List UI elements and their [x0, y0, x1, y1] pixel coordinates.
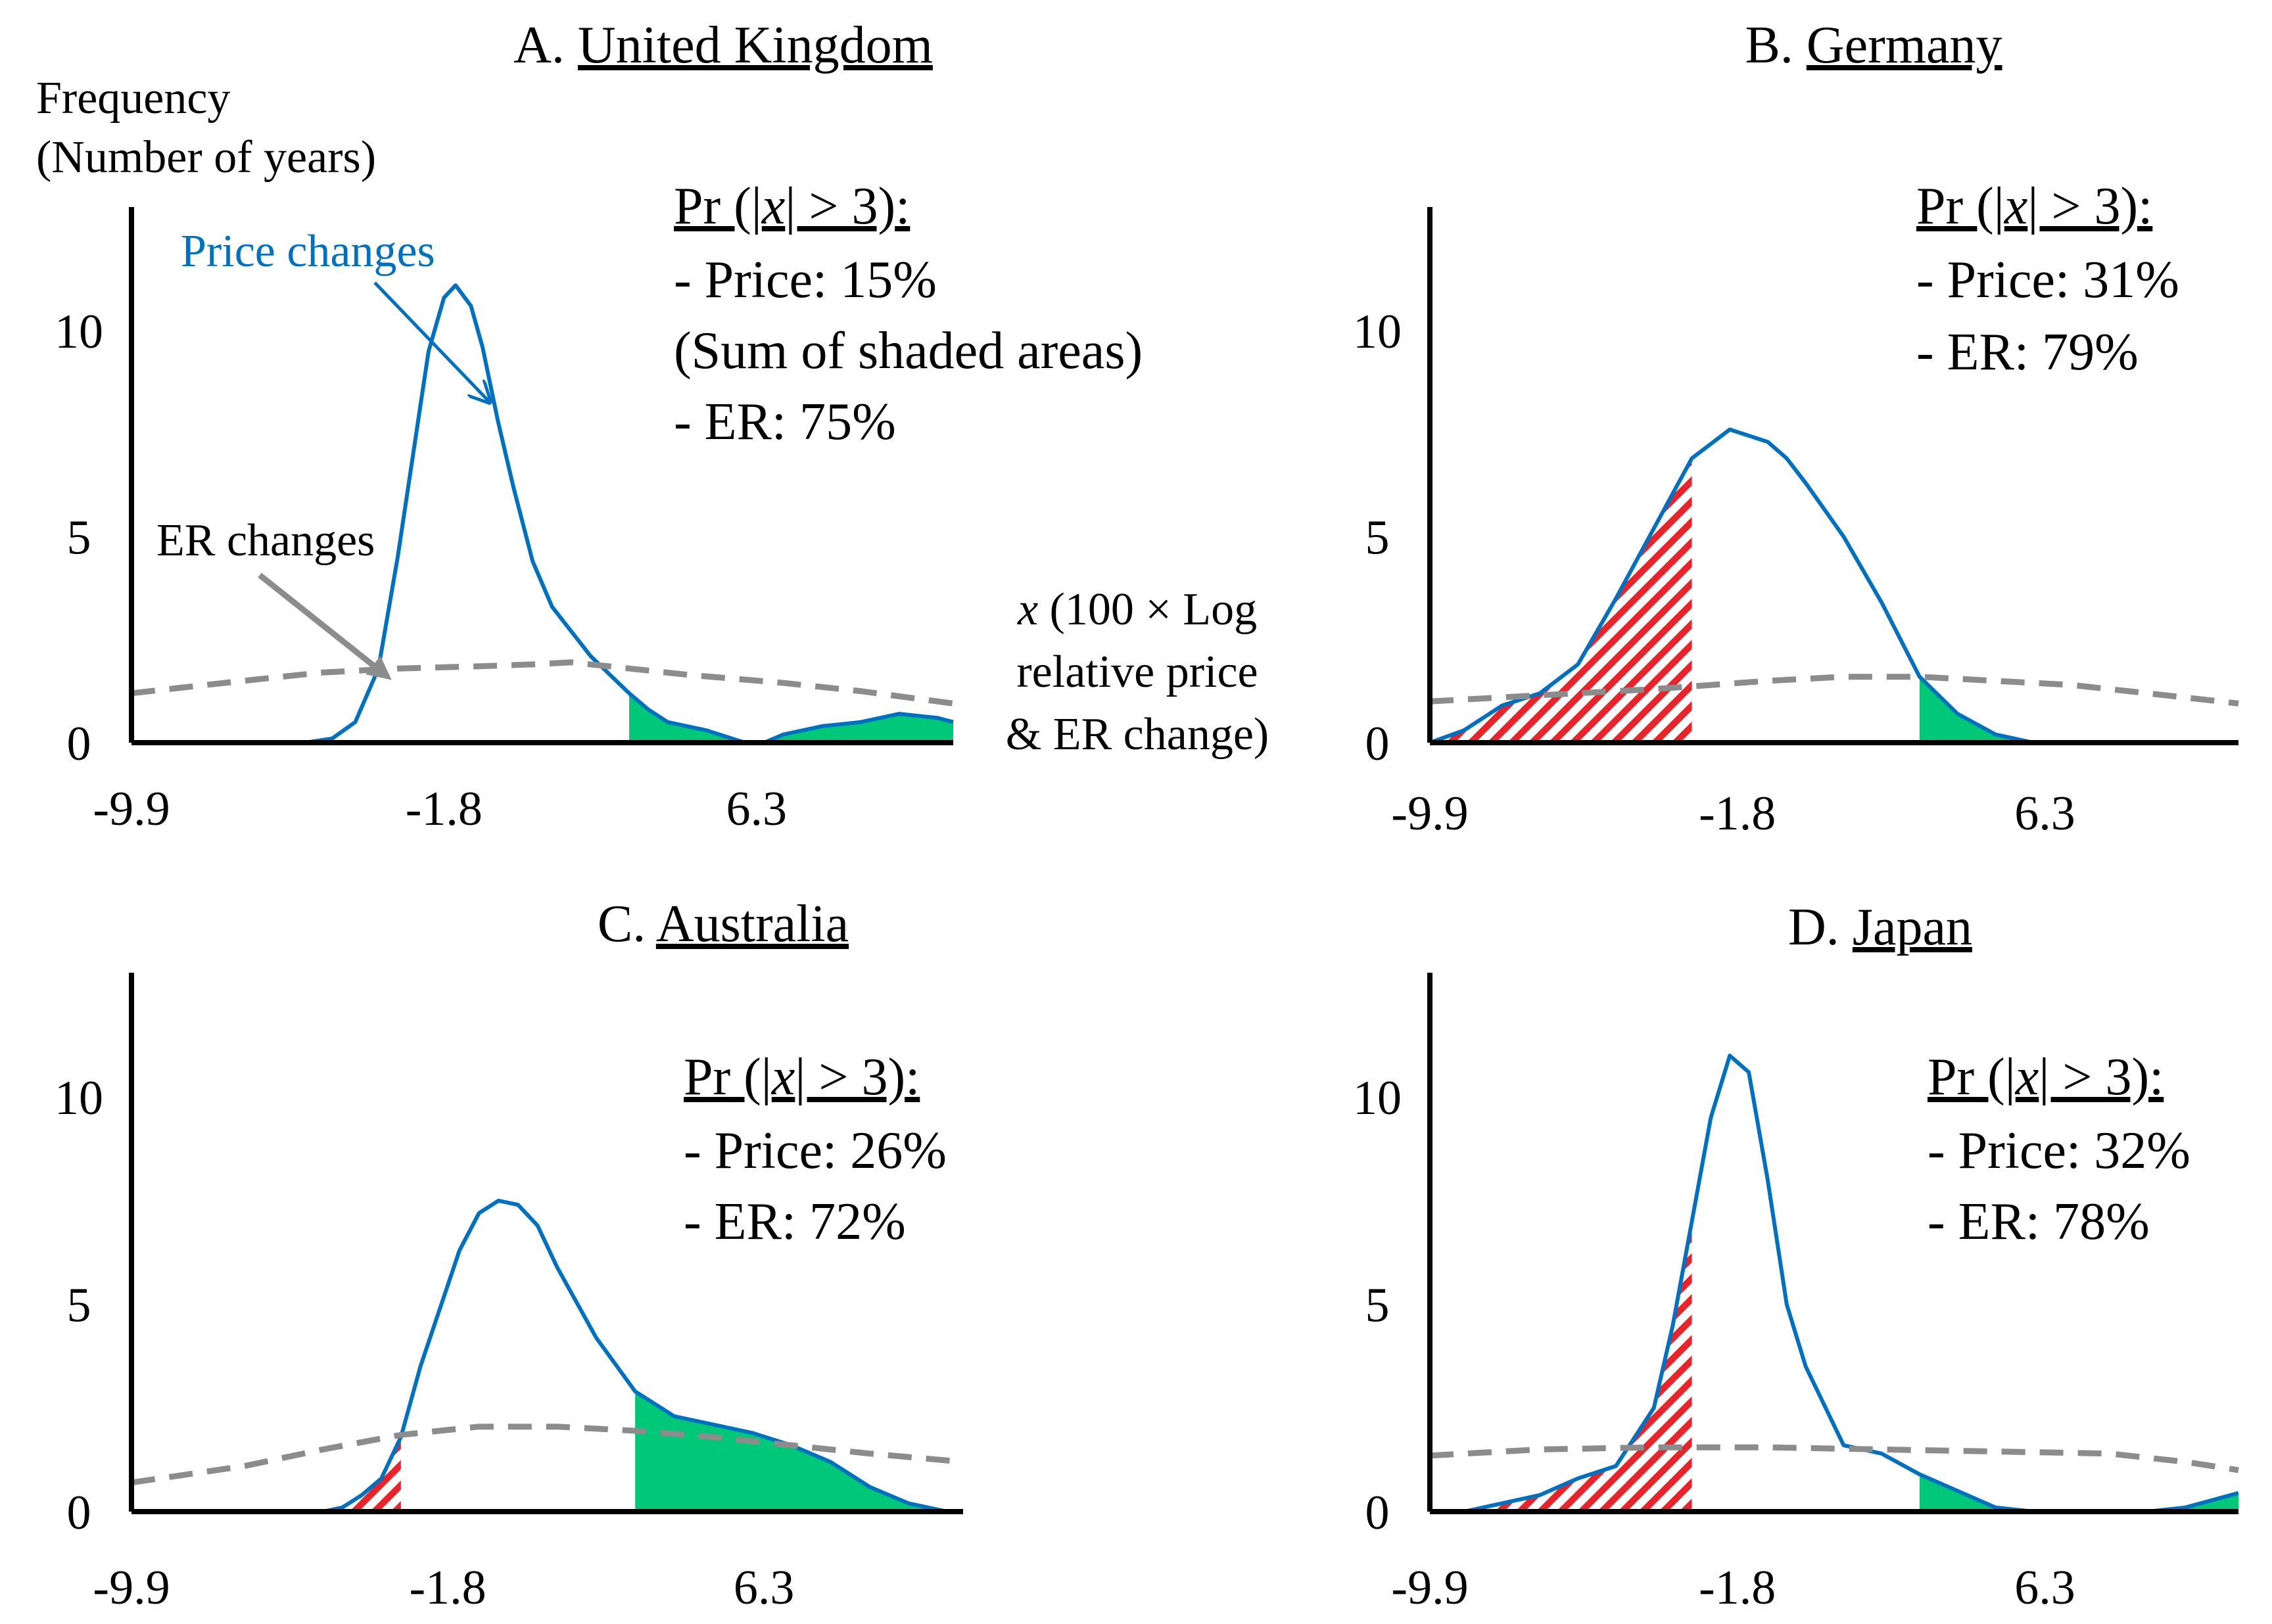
panel-d-x-tick: -1.8 [1699, 1561, 1776, 1615]
panel-d-plot: 0 5 10 -9.9 -1.8 6.3 [1353, 973, 2239, 1615]
panel-b-y-tick: 10 [1353, 305, 1402, 359]
panel-b-y-tick: 5 [1365, 511, 1390, 565]
panel-a-x-tick: 6.3 [726, 782, 787, 836]
panel-b-x-tick: -9.9 [1391, 787, 1468, 841]
panel-b-shade-left [1430, 458, 1692, 743]
xlabel-line2: relative price [1016, 647, 1258, 697]
panel-c-price-line [131, 1198, 948, 1514]
panel-a-x-tick: -9.9 [93, 782, 170, 836]
panel-c-country: Australia [656, 895, 849, 953]
panel-b-country: Germany [1807, 16, 2002, 74]
panel-b: B. Germany 0 5 10 -9.9 -1.8 6.3 Pr (|x| > 3):… [1353, 16, 2239, 841]
panel-a-x-tick: -1.8 [406, 782, 483, 836]
panel-d-y-tick: 5 [1365, 1279, 1390, 1333]
panel-c-x-tick: -1.8 [409, 1561, 486, 1615]
xlabel-line1: x (100 × Log [1017, 584, 1257, 635]
panel-d-y-tick: 10 [1353, 1071, 1402, 1125]
panel-d-er-line [1429, 1444, 2239, 1473]
panel-b-y-tick: 0 [1365, 717, 1390, 771]
panel-a-shade-right [629, 693, 953, 743]
er-changes-arrow [258, 572, 392, 680]
panel-d-y-tick: 0 [1365, 1486, 1390, 1540]
panel-a-price-line [131, 283, 954, 745]
panel-b-title: B. Germany [1745, 16, 2002, 74]
panel-a-stat-sum: (Sum of shaded areas) [674, 322, 1143, 380]
panel-b-stat-head: Pr (|x| > 3): [1916, 177, 2152, 235]
panel-a-er-line [131, 659, 954, 707]
panel-c-title: C. Australia [598, 895, 849, 953]
panel-a-y-tick: 5 [67, 511, 91, 565]
panel-d-stat-head: Pr (|x| > 3): [1928, 1048, 2164, 1106]
panel-d-x-tick: 6.3 [2014, 1561, 2075, 1615]
panel-c-x-tick: 6.3 [734, 1561, 795, 1615]
ylabel-line1: Frequency [36, 73, 230, 124]
panel-c: C. Australia 0 5 10 -9.9 -1.8 6.3 Pr (|x| > 3… [55, 895, 964, 1615]
price-changes-arrow [373, 281, 490, 402]
panel-a: A. United Kingdom 0 5 10 -9.9 -1.8 6.3 Pr (|x… [55, 16, 1143, 836]
panel-b-er-line [1429, 674, 2239, 707]
panel-d: D. Japan 0 5 10 -9.9 -1.8 6.3 Pr (|x| > 3): -… [1353, 898, 2239, 1615]
panel-b-stat-price: - Price: 31% [1916, 251, 2179, 309]
price-changes-label: Price changes [181, 226, 435, 277]
panel-a-y-tick: 0 [67, 717, 91, 771]
panel-c-y-tick: 5 [67, 1279, 91, 1333]
panel-c-shade-left [131, 1437, 401, 1512]
panel-a-y-tick: 10 [55, 305, 103, 359]
panel-d-stat-price: - Price: 32% [1928, 1122, 2190, 1180]
xlabel-line3: & ER change) [1006, 709, 1269, 760]
panel-c-stat-price: - Price: 26% [684, 1122, 947, 1180]
panel-d-shade-right [1919, 1474, 2238, 1512]
panel-c-stat-er: - ER: 72% [684, 1193, 906, 1251]
panel-c-x-tick: -9.9 [93, 1561, 170, 1615]
panel-c-y-tick: 10 [55, 1071, 103, 1125]
panel-d-country: Japan [1853, 898, 1972, 956]
panel-d-stat-er: - ER: 78% [1928, 1193, 2150, 1251]
panel-d-title: D. Japan [1788, 898, 1972, 956]
panel-a-stat-head: Pr (|x| > 3): [674, 177, 910, 235]
panel-a-stat-price: - Price: 15% [674, 251, 937, 309]
panel-b-stat-er: - ER: 79% [1916, 323, 2139, 381]
ylabel-line2: (Number of years) [36, 132, 376, 183]
panel-b-plot: 0 5 10 -9.9 -1.8 6.3 [1353, 207, 2239, 841]
er-changes-label: ER changes [156, 515, 375, 566]
panel-d-x-tick: -9.9 [1391, 1561, 1468, 1615]
panel-c-plot: 0 5 10 -9.9 -1.8 6.3 [55, 973, 964, 1615]
panel-c-y-tick: 0 [67, 1486, 91, 1540]
panel-a-plot: 0 5 10 -9.9 -1.8 6.3 [55, 207, 954, 836]
panel-c-stat-head: Pr (|x| > 3): [684, 1048, 920, 1106]
panel-c-er-line [131, 1424, 964, 1486]
panel-d-shade-left [1430, 1221, 1692, 1512]
panel-a-title: A. United Kingdom [513, 16, 933, 74]
panel-b-x-tick: 6.3 [2014, 787, 2075, 841]
panel-a-stat-er: - ER: 75% [674, 393, 896, 451]
panel-b-x-tick: -1.8 [1699, 787, 1776, 841]
panel-c-shade-right [635, 1391, 963, 1512]
panel-b-shade-right [1919, 676, 2238, 743]
panel-a-country: United Kingdom [578, 16, 933, 74]
